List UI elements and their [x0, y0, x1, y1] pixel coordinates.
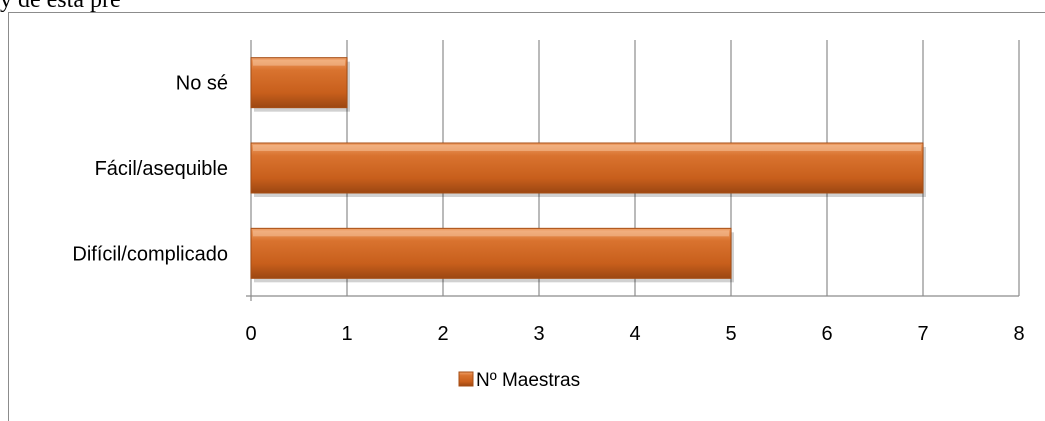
- page-text-fragment-container: y de esta pre: [0, 0, 1045, 12]
- x-tick-label: 5: [725, 323, 736, 345]
- bar-highlight: [253, 59, 345, 66]
- bars: [250, 57, 926, 283]
- category-label: No sé: [176, 73, 228, 95]
- bar-1: [250, 142, 924, 194]
- legend-label: Nº Maestras: [476, 370, 580, 391]
- legend-swatch: [458, 371, 474, 387]
- bar-highlight: [253, 230, 729, 237]
- page-text-fragment: y de esta pre: [0, 0, 121, 12]
- x-tick-labels: 0 1 2 3 4 5 6 7 8: [245, 323, 1024, 345]
- category-label: Fácil/asequible: [95, 158, 228, 180]
- bar-0: [250, 57, 348, 109]
- x-tick-label: 6: [821, 323, 832, 345]
- x-tick-label: 1: [341, 323, 352, 345]
- category-label: Difícil/complicado: [72, 243, 228, 265]
- bar-2: [250, 227, 732, 279]
- legend: Nº Maestras: [458, 370, 580, 391]
- x-tick-label: 8: [1013, 323, 1024, 345]
- category-labels: No sé Fácil/asequible Difícil/complicado: [72, 73, 228, 266]
- bar-highlight: [253, 145, 921, 151]
- x-tick-label: 3: [533, 323, 544, 345]
- chart-frame: [8, 12, 1045, 421]
- x-tick-label: 0: [245, 323, 256, 345]
- x-tick-label: 2: [437, 323, 448, 345]
- x-tick-label: 4: [629, 323, 640, 345]
- x-tick-label: 7: [917, 323, 928, 345]
